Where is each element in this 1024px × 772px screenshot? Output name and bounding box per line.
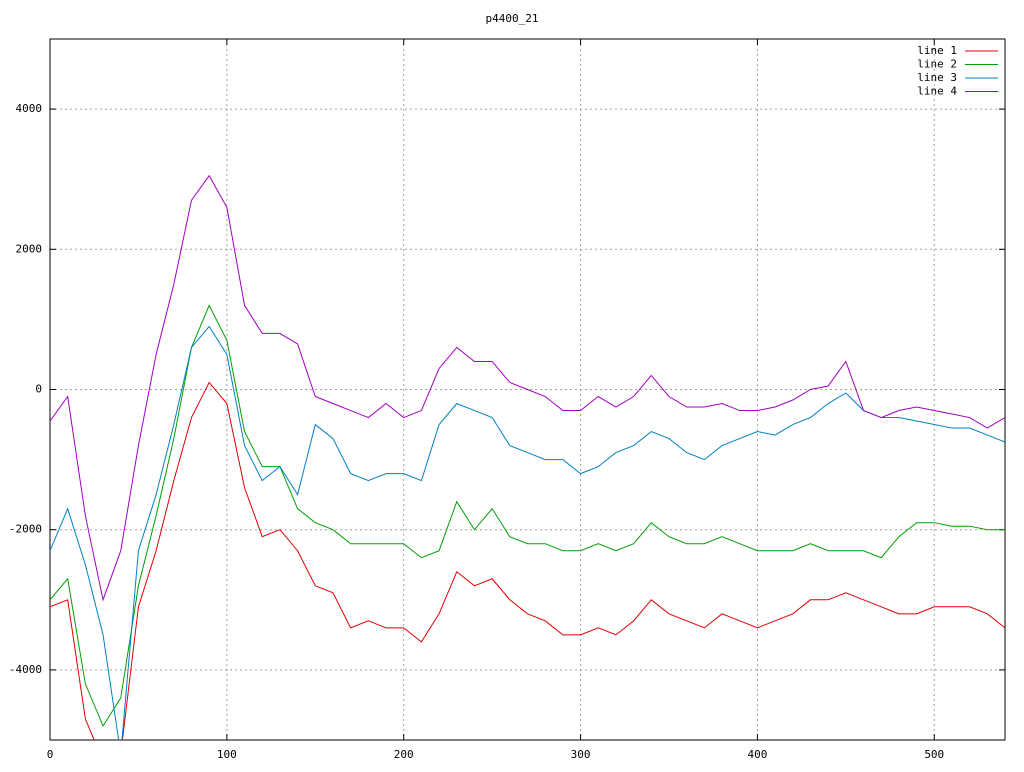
x-tick-label: 200 [394,748,414,761]
legend-label: line 1 [917,44,957,57]
plot-frame [49,38,1006,741]
legend-label: line 2 [917,58,957,71]
x-tick-label: 0 [47,748,54,761]
data-line [50,304,1005,728]
chart-title: p4400_21 [486,12,539,25]
y-tick-label: 4000 [16,102,43,115]
y-tick-label: -2000 [9,523,42,536]
data-line [50,174,1005,602]
x-tick-label: 500 [924,748,944,761]
y-tick-label: -4000 [9,663,42,676]
y-tick-label: 0 [35,383,42,396]
x-tick-label: 300 [571,748,591,761]
plot-area [50,174,1005,740]
data-line [50,381,1005,740]
x-tick-label: 100 [217,748,237,761]
x-tick-label: 400 [747,748,767,761]
legend-label: line 4 [917,85,957,98]
data-line [50,325,1005,740]
y-tick-label: 2000 [16,242,43,255]
legend-label: line 3 [917,71,957,84]
